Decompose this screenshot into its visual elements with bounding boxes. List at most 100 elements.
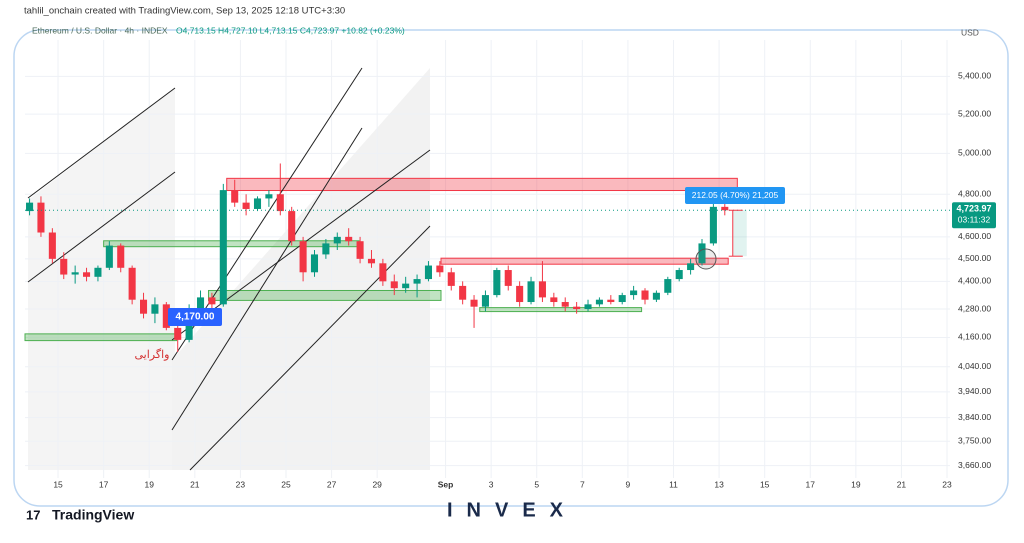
divergence-note: واگرایی [135,348,170,361]
candle-body [402,283,410,289]
y-tick-label: 5,400.00 [958,71,991,81]
candle-body [139,299,148,314]
x-tick-label: 17 [99,479,109,489]
x-tick-label: 3 [489,479,494,489]
y-tick-label: 3,660.00 [958,460,991,470]
zone [207,289,442,301]
candle-body [37,202,45,233]
symbol: Ethereum / U.S. Dollar · 4h · INDEX [32,25,168,35]
candle-body [721,206,729,211]
candle-body [219,190,227,305]
x-tick-label: 5 [534,479,539,489]
y-tick-label: 5,000.00 [958,148,991,158]
channel-line [27,87,176,199]
candle-body [196,297,205,310]
candle-body [664,279,672,293]
x-tick-label: 23 [236,479,246,489]
x-tick-label: 29 [372,479,382,489]
candle-body [26,202,34,212]
frame [13,29,1009,507]
measure-area [732,210,747,257]
candle-body [516,285,524,303]
x-tick-label: 21 [897,479,907,489]
ohlc-legend: O4,713.15 H4,727.10 L4,713.15 C4,723.97 … [176,25,405,35]
candle-body [379,263,387,282]
candle-body [60,258,68,275]
candle-body [345,236,353,242]
candle-body [322,243,330,255]
candle-body [367,258,376,264]
candle-body [413,279,421,284]
candle-body [652,292,660,300]
zone [479,307,643,313]
currency: USD [961,27,979,37]
candle-body [504,270,512,286]
x-tick-label: 13 [714,479,724,489]
last-price-label: 4,723.97 [956,204,991,214]
x-tick-label: 19 [851,479,861,489]
candle-body [288,211,296,242]
x-tick-label: 21 [190,479,200,489]
candle-body [208,297,216,305]
channel-area [28,88,175,470]
channel-line [171,127,363,431]
x-tick-label: 27 [327,479,337,489]
y-tick-label: 3,840.00 [958,412,991,422]
y-tick-label: 5,200.00 [958,108,991,118]
candle-body [641,290,649,300]
x-tick-label: 15 [53,479,63,489]
brand-name: TradingView [52,507,134,523]
candle-body [607,299,615,303]
candle-body [573,306,581,310]
price-label-bg [168,308,222,326]
y-tick-label: 4,600.00 [958,231,991,241]
price-label-box: 4,170.00 [168,308,222,326]
candle-body [436,265,444,273]
x-tick-label: Sep [438,479,454,489]
candle-body [162,304,170,328]
candle-body [595,299,603,305]
y-tick-label: 4,160.00 [958,332,991,342]
candle-body [83,272,91,277]
candle-body [675,270,683,280]
candle-body [390,281,398,289]
y-tick-label: 3,750.00 [958,436,991,446]
measure-box [685,187,785,204]
zone [103,240,360,248]
y-tick-label: 3,940.00 [958,386,991,396]
x-tick-label: 19 [144,479,154,489]
header: tahlil_onchain created with TradingView.… [24,6,345,17]
candle-body [356,241,364,259]
candle-body [470,299,478,307]
candle-body [561,302,569,307]
channel-line [27,171,176,283]
candle-body [253,198,262,209]
zone [226,177,738,192]
channel-line [189,225,431,471]
zone [24,333,178,342]
candle-body [447,272,455,286]
candle-body [687,263,695,271]
candle-body [527,281,535,303]
x-tick-label: 7 [580,479,585,489]
candle-body [538,281,546,298]
candle-body [48,232,56,259]
candle-body [459,285,467,300]
measure-label: 212.05 (4.70%) 21,205 [692,190,779,200]
candle-body [481,295,489,307]
candle-body [584,304,592,310]
candle-body [709,206,717,244]
brand-icon: 17 [26,507,40,522]
x-tick-label: 11 [669,479,678,489]
highlight-circle [695,248,717,270]
y-tick-label: 4,040.00 [958,361,991,371]
candle-body [151,304,159,314]
candle-body [276,194,284,212]
candle-body [231,190,239,203]
price-label: 4,170.00 [176,312,215,323]
candle-body [550,297,558,303]
countdown: 03:11:32 [958,214,991,224]
x-tick-label: 15 [760,479,770,489]
candle-body [128,267,136,300]
